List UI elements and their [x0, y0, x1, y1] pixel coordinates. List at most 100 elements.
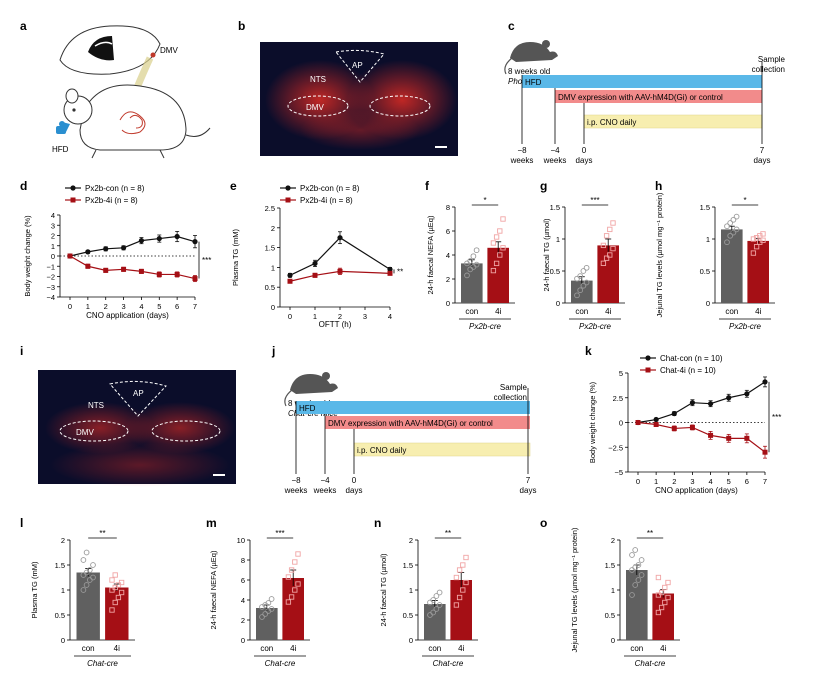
y-tick-label: 0: [61, 636, 65, 645]
mouse-age-label: 8 weeks old: [508, 67, 550, 76]
panel-label-d: d: [20, 179, 27, 193]
category-label: 4i: [660, 644, 666, 653]
legend-marker: [70, 185, 76, 191]
bar-4i: [450, 580, 472, 640]
dreadd-bar: [325, 416, 530, 429]
y-tick-label: 1: [51, 242, 55, 251]
legend-label: Chat-con (n = 10): [660, 354, 723, 363]
data-point: [730, 216, 737, 223]
panel-label-k: k: [585, 344, 592, 358]
y-tick-label: 3: [51, 221, 55, 230]
data-point: [67, 253, 73, 259]
bar-4i: [105, 587, 129, 640]
legend-marker: [645, 355, 651, 361]
y-tick-label: 0: [241, 636, 245, 645]
y-tick-label: 6: [446, 227, 450, 236]
series-line: [69, 235, 196, 257]
y-axis-label: Jejunal TG levels (µmol mg⁻¹ protein): [655, 192, 664, 317]
data-point: [662, 584, 668, 591]
legend-label: Px2b-con (n = 8): [85, 184, 145, 193]
data-point: [80, 557, 87, 563]
timeline-tick-unit: days: [346, 486, 363, 495]
data-point: [80, 587, 87, 593]
category-label: con: [630, 644, 643, 653]
category-label: con: [465, 307, 478, 316]
data-point: [607, 226, 613, 233]
data-point: [262, 611, 269, 617]
chart-m: 0 2 4 6 8 10 24-h faecal NEFA (µEq) con 4i Chat-c…: [209, 529, 310, 668]
schematic-mouse-brain: [56, 25, 211, 159]
timeline-tick-unit: days: [754, 156, 771, 165]
category-label: con: [428, 644, 441, 653]
y-tick-label: −5: [614, 468, 623, 477]
timeline-tick-unit: weeks: [543, 156, 567, 165]
data-point: [635, 577, 642, 583]
data-point: [750, 236, 757, 242]
x-tick-label: 3: [363, 312, 367, 321]
bar-4i: [747, 240, 769, 303]
cno-bar-label: i.p. CNO daily: [587, 118, 636, 127]
data-point: [268, 596, 275, 602]
y-tick-label: 8: [241, 556, 245, 565]
micrograph-b: [260, 42, 458, 156]
x-axis-label: CNO application (days): [655, 486, 738, 495]
hfd-bar: [296, 401, 530, 414]
panel-label-a: a: [20, 19, 27, 33]
group-label: Chat-cre: [635, 659, 666, 668]
panel-label-h: h: [655, 179, 662, 193]
y-tick-label: 6: [241, 576, 245, 585]
data-point: [112, 572, 118, 578]
cno-bar-label: i.p. CNO daily: [357, 446, 406, 455]
x-tick-label: 0: [636, 477, 640, 486]
data-point: [580, 282, 587, 289]
data-point: [629, 552, 635, 558]
series-line: [637, 381, 766, 424]
data-point: [265, 600, 272, 606]
bar-4i: [597, 245, 619, 303]
data-point: [268, 606, 275, 612]
data-point: [83, 549, 90, 556]
data-point: [337, 235, 343, 241]
mouse-icon: [510, 42, 558, 62]
timeline-tick-value: 0: [582, 146, 587, 155]
y-tick-label: 0.5: [700, 267, 710, 276]
bar-4i: [282, 578, 304, 640]
data-point: [493, 234, 500, 240]
x-tick-label: 2: [338, 312, 342, 321]
x-tick-label: 7: [193, 302, 197, 311]
y-tick-label: 2: [51, 232, 55, 241]
significance-label: **: [445, 529, 451, 538]
y-tick-label: 4: [51, 211, 55, 220]
data-point: [387, 266, 393, 272]
panel-label-m: m: [206, 516, 217, 530]
data-point: [112, 599, 118, 606]
data-point: [724, 239, 730, 246]
hfd-bar-label: HFD: [525, 78, 542, 87]
sample-label-2: collection: [494, 393, 527, 402]
data-point: [665, 594, 671, 601]
data-point: [689, 424, 695, 430]
y-axis-label: Body weight change (%): [588, 381, 597, 463]
data-point: [655, 574, 662, 581]
y-tick-label: 2: [611, 536, 615, 545]
micrograph-i: [38, 370, 236, 487]
x-tick-label: 5: [727, 477, 731, 486]
data-point: [730, 229, 737, 236]
dreadd-bar-label: DMV expression with AAV-hM4D(Gi) or cont…: [558, 93, 723, 102]
data-point: [103, 246, 109, 252]
data-point: [658, 589, 665, 596]
significance-label: **: [647, 529, 653, 538]
y-tick-label: 2: [446, 275, 450, 284]
data-point: [733, 213, 740, 220]
data-point: [583, 264, 590, 271]
data-point: [86, 567, 93, 573]
data-point: [600, 260, 607, 266]
panel-label-b: b: [238, 19, 245, 33]
y-tick-label: 2: [271, 224, 275, 233]
data-point: [174, 233, 180, 240]
significance-label: *: [743, 196, 746, 205]
data-point: [580, 268, 587, 274]
data-point: [456, 594, 463, 601]
data-point: [192, 276, 198, 282]
